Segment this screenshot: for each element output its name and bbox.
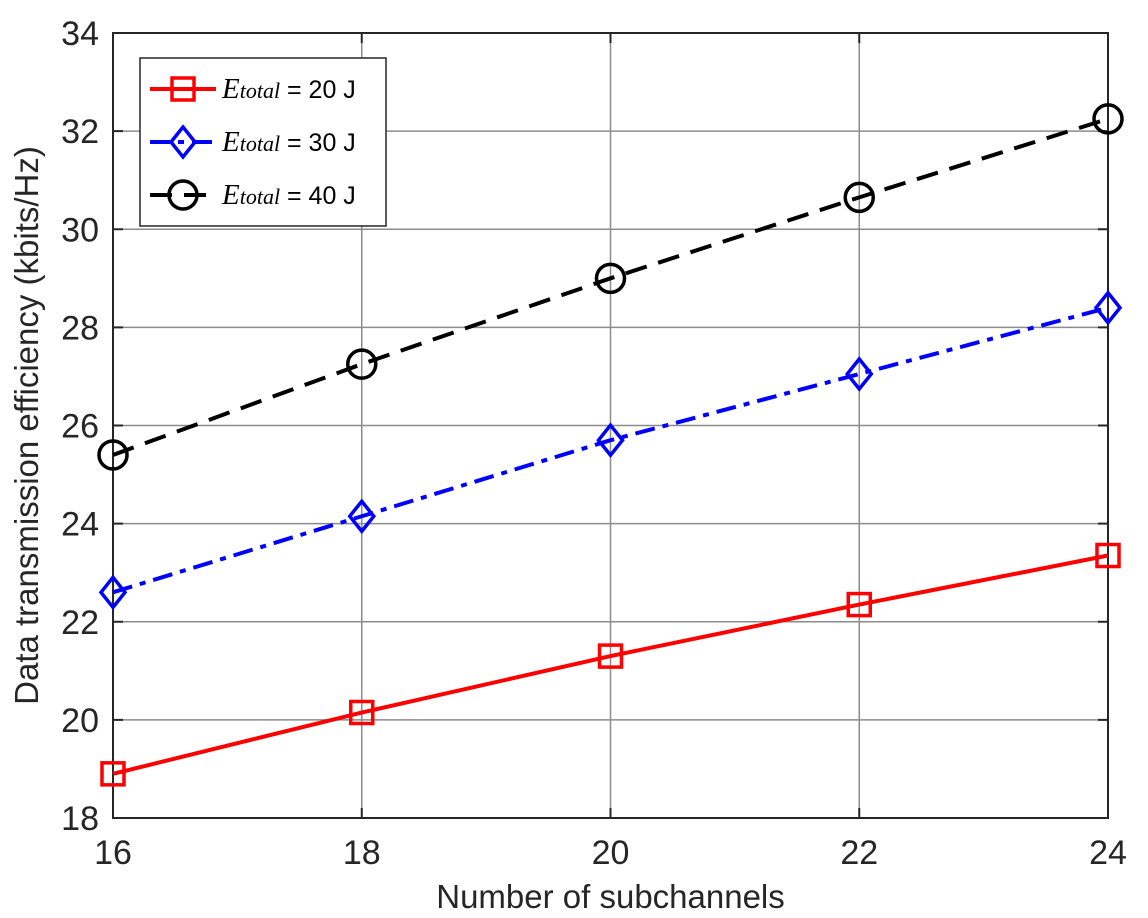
legend-marker: [167, 179, 199, 211]
x-axis-title: Number of subchannels: [436, 878, 785, 915]
y-tick-label: 24: [61, 506, 99, 544]
y-tick-label: 22: [61, 604, 99, 642]
data-point: [845, 356, 874, 392]
x-tick-label: 24: [1089, 834, 1127, 872]
y-tick-label: 26: [61, 408, 99, 446]
legend-item: Etotal = 20 J: [150, 73, 356, 105]
y-tick-label: 18: [61, 800, 99, 838]
legend-marker: [170, 76, 196, 102]
data-point: [100, 761, 126, 787]
y-axis-title: Data transmission efficiency (kbits/Hz): [8, 146, 45, 705]
x-tick-label: 18: [343, 834, 381, 872]
series-line: [112, 305, 1109, 595]
legend-label: Etotal = 30 J: [221, 126, 356, 158]
y-tick-label: 34: [61, 15, 99, 53]
data-point: [1095, 542, 1121, 569]
y-tick-label: 28: [61, 309, 99, 347]
legend: Etotal = 20 J Etotal = 30 J Etotal = 40 J: [139, 57, 387, 227]
legend-marker: [168, 124, 198, 160]
legend-label: Etotal = 20 J: [221, 73, 356, 105]
x-tick-label: 22: [840, 834, 878, 872]
data-point: [843, 181, 875, 214]
series-line: [112, 553, 1109, 776]
data-point: [1092, 103, 1124, 135]
series-1: [100, 542, 1121, 787]
series-layer: [97, 103, 1124, 787]
data-point: [98, 574, 128, 611]
series-2: [98, 289, 1123, 611]
x-tick-label: 16: [94, 834, 132, 872]
data-point: [846, 591, 872, 618]
data-point: [346, 348, 378, 380]
y-tick-label: 32: [61, 113, 99, 151]
series-line: [112, 116, 1109, 457]
x-tick-label: 20: [592, 834, 630, 872]
data-point: [349, 699, 375, 726]
data-point: [1093, 289, 1123, 326]
data-point: [347, 498, 376, 535]
data-point: [597, 643, 624, 669]
legend-item: Etotal = 30 J: [150, 124, 356, 160]
data-point: [596, 422, 625, 459]
data-point: [97, 439, 129, 471]
data-point: [594, 262, 627, 295]
y-tick-label: 30: [61, 211, 99, 249]
legend-item: Etotal = 40 J: [150, 179, 356, 211]
legend-label: Etotal = 40 J: [221, 179, 356, 211]
series-3: [97, 103, 1124, 471]
y-tick-label: 20: [61, 702, 99, 740]
